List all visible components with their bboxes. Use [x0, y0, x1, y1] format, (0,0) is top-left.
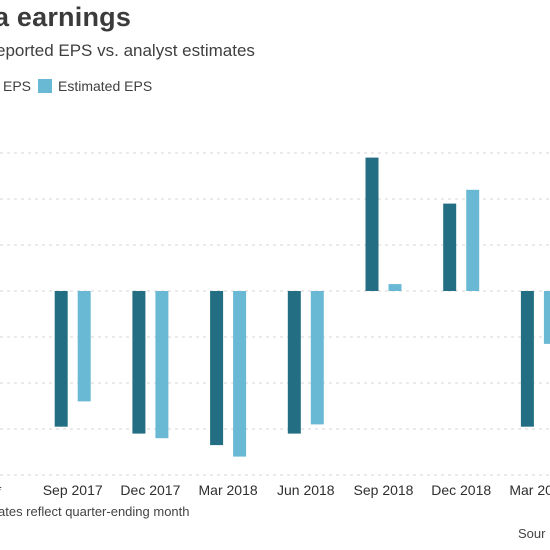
- bar-reported: [210, 291, 224, 446]
- bar-estimated: [543, 291, 550, 344]
- x-tick-label: Sep 2017: [43, 482, 103, 498]
- bar-estimated: [155, 291, 169, 439]
- x-tick-label: Dec 2017: [120, 482, 180, 498]
- bar-reported: [520, 291, 534, 427]
- bar-reported: [287, 291, 301, 434]
- bar-reported: [132, 291, 146, 434]
- legend-label-estimated: Estimated EPS: [58, 78, 153, 94]
- legend-swatch-estimated: [38, 79, 52, 93]
- legend-label-reported: l EPS: [0, 78, 32, 94]
- x-tick-label: Dec 2018: [431, 482, 491, 498]
- bar-estimated: [77, 291, 91, 402]
- bar-reported: [365, 157, 379, 291]
- chart-source: Sour: [518, 526, 546, 541]
- bar-estimated: [466, 189, 480, 291]
- bar-estimated: [388, 284, 402, 291]
- bar-estimated: [233, 291, 247, 457]
- bar-estimated: [310, 291, 324, 425]
- bar-reported: [443, 203, 457, 291]
- chart-subtitle: eported EPS vs. analyst estimates: [0, 41, 255, 60]
- chart-footnote: ates reflect quarter-ending month: [0, 504, 190, 519]
- x-tick-label: Sep 2018: [354, 482, 414, 498]
- chart-title: a earnings: [0, 2, 132, 32]
- x-tick-label: 7*: [0, 482, 2, 498]
- bar-reported: [54, 291, 68, 427]
- x-tick-label: Mar 2019: [509, 482, 550, 498]
- x-tick-label: Mar 2018: [199, 482, 258, 498]
- x-tick-label: Jun 2018: [277, 482, 335, 498]
